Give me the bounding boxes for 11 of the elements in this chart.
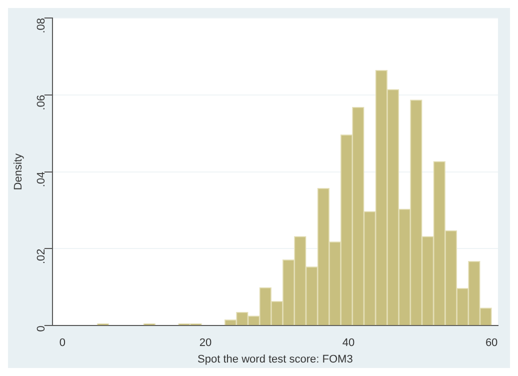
- y-tick-label: .02: [35, 248, 48, 264]
- x-tick-label: 60: [485, 337, 498, 350]
- x-tick-label: 40: [342, 337, 355, 350]
- x-axis-title: Spot the word test score: FOM3: [198, 353, 353, 366]
- y-tick-label: .06: [35, 94, 48, 110]
- x-tick-label: 0: [59, 337, 66, 350]
- y-tick-label: .08: [35, 18, 48, 34]
- y-tick-label: 0: [35, 326, 48, 332]
- y-tick-label: .04: [35, 172, 48, 188]
- y-axis-title: Density: [12, 152, 25, 190]
- x-tick-label: 20: [199, 337, 212, 350]
